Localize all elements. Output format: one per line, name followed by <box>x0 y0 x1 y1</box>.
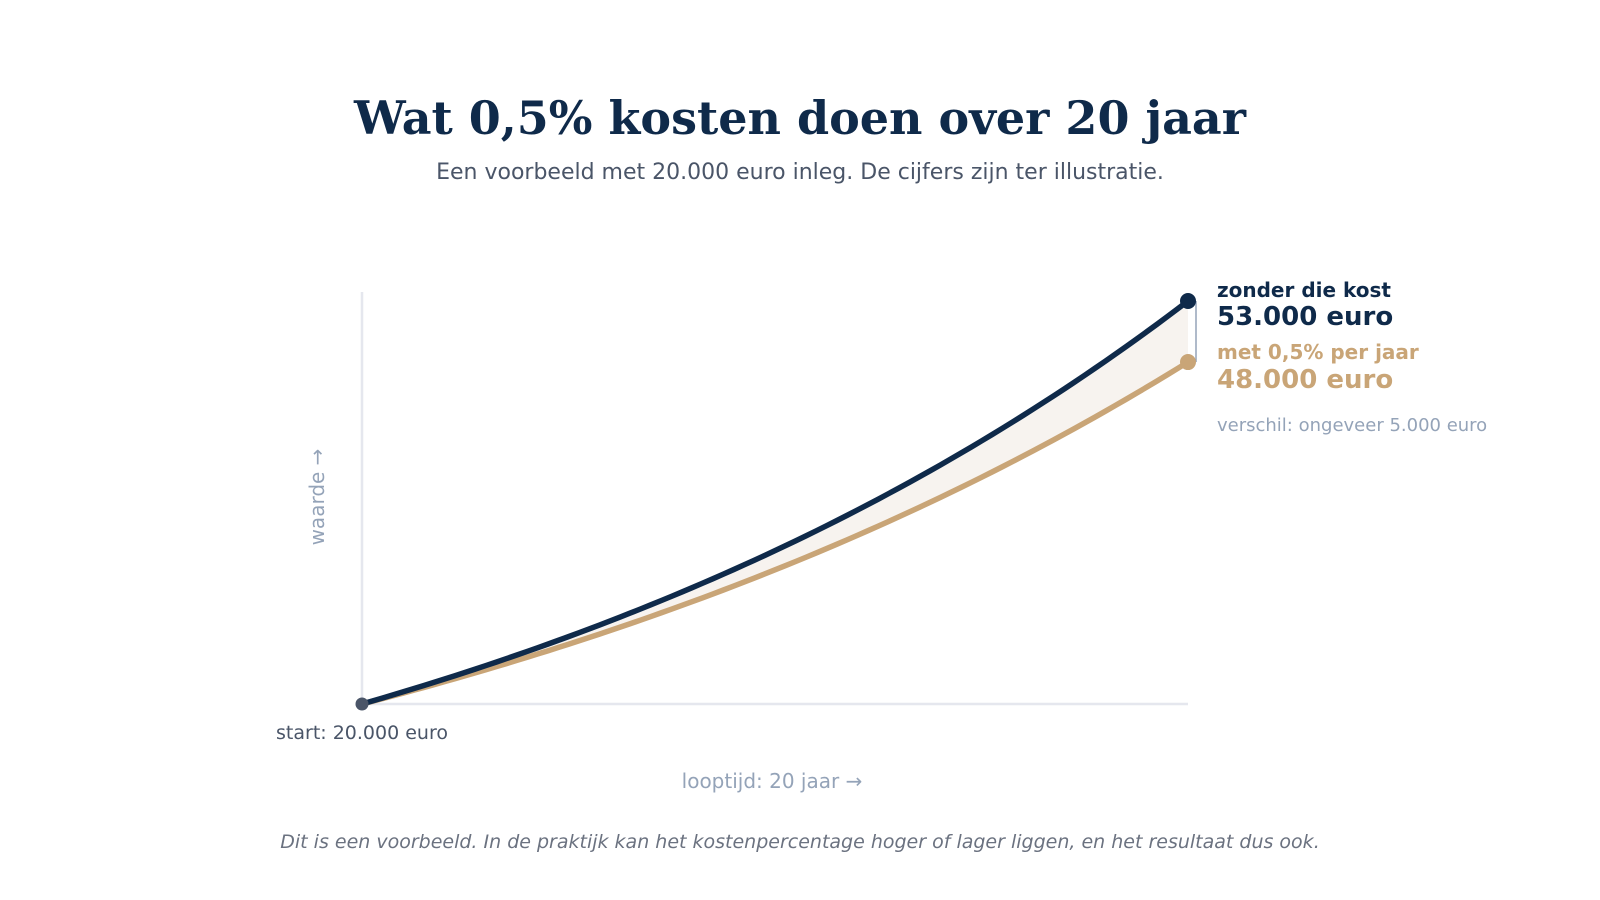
start-label: start: 20.000 euro <box>276 722 448 744</box>
series-name-without-cost: zonder die kost <box>1217 278 1391 302</box>
page-subtitle: Een voorbeeld met 20.000 euro inleg. De … <box>436 160 1164 185</box>
end-point-without-cost <box>1180 293 1196 309</box>
difference-label: verschil: ongeveer 5.000 euro <box>1217 415 1487 436</box>
footnote: Dit is een voorbeeld. In de praktijk kan… <box>280 831 1320 853</box>
start-point <box>355 697 369 711</box>
end-value-without-cost: 53.000 euro <box>1217 302 1393 332</box>
page-title: Wat 0,5% kosten doen over 20 jaar <box>354 91 1246 145</box>
series-line-without-cost <box>359 298 1191 707</box>
end-value-with-cost: 48.000 euro <box>1217 365 1393 395</box>
difference-band <box>362 301 1188 704</box>
x-axis-label: looptijd: 20 jaar → <box>682 769 863 793</box>
series-line-with-cost <box>359 359 1191 707</box>
y-axis-label: waarde → <box>305 449 329 546</box>
end-point-with-cost <box>1180 354 1196 371</box>
series-name-with-cost: met 0,5% per jaar <box>1217 340 1419 364</box>
